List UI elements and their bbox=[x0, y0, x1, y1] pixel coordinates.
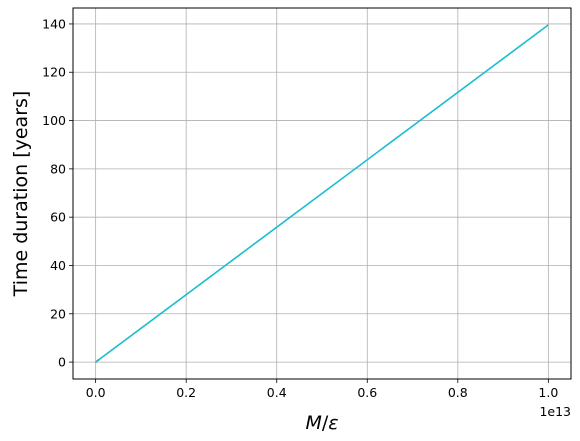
x-tick-label: 0.8 bbox=[448, 385, 468, 400]
x-tick-label: 0.2 bbox=[176, 385, 196, 400]
y-tick-label: 80 bbox=[50, 161, 66, 176]
y-tick-label: 100 bbox=[42, 113, 66, 128]
x-tick-label: 0.0 bbox=[86, 385, 106, 400]
y-tick-label: 20 bbox=[50, 306, 66, 321]
y-tick-label: 140 bbox=[42, 16, 66, 31]
y-tick-label: 0 bbox=[58, 355, 66, 370]
y-tick-label: 40 bbox=[50, 258, 66, 273]
y-tick-label: 60 bbox=[50, 210, 66, 225]
y-axis-label: Time duration [years] bbox=[10, 91, 32, 298]
x-tick-label: 0.4 bbox=[267, 385, 287, 400]
ticks: 0.0 0.2 0.4 0.6 0.8 1.0 0 20 40 60 80 100 120 140 bbox=[42, 16, 558, 400]
axes-frame bbox=[72, 7, 572, 380]
series-line-2 bbox=[95, 24, 549, 363]
x-axis-label: M/ε bbox=[305, 412, 338, 434]
x-axis-offset-label: 1e13 bbox=[539, 404, 571, 419]
grid bbox=[73, 8, 571, 379]
y-tick-label: 120 bbox=[42, 65, 66, 80]
x-tick-label: 1.0 bbox=[538, 385, 558, 400]
series-layer bbox=[95, 24, 549, 363]
x-tick-label: 0.6 bbox=[357, 385, 377, 400]
